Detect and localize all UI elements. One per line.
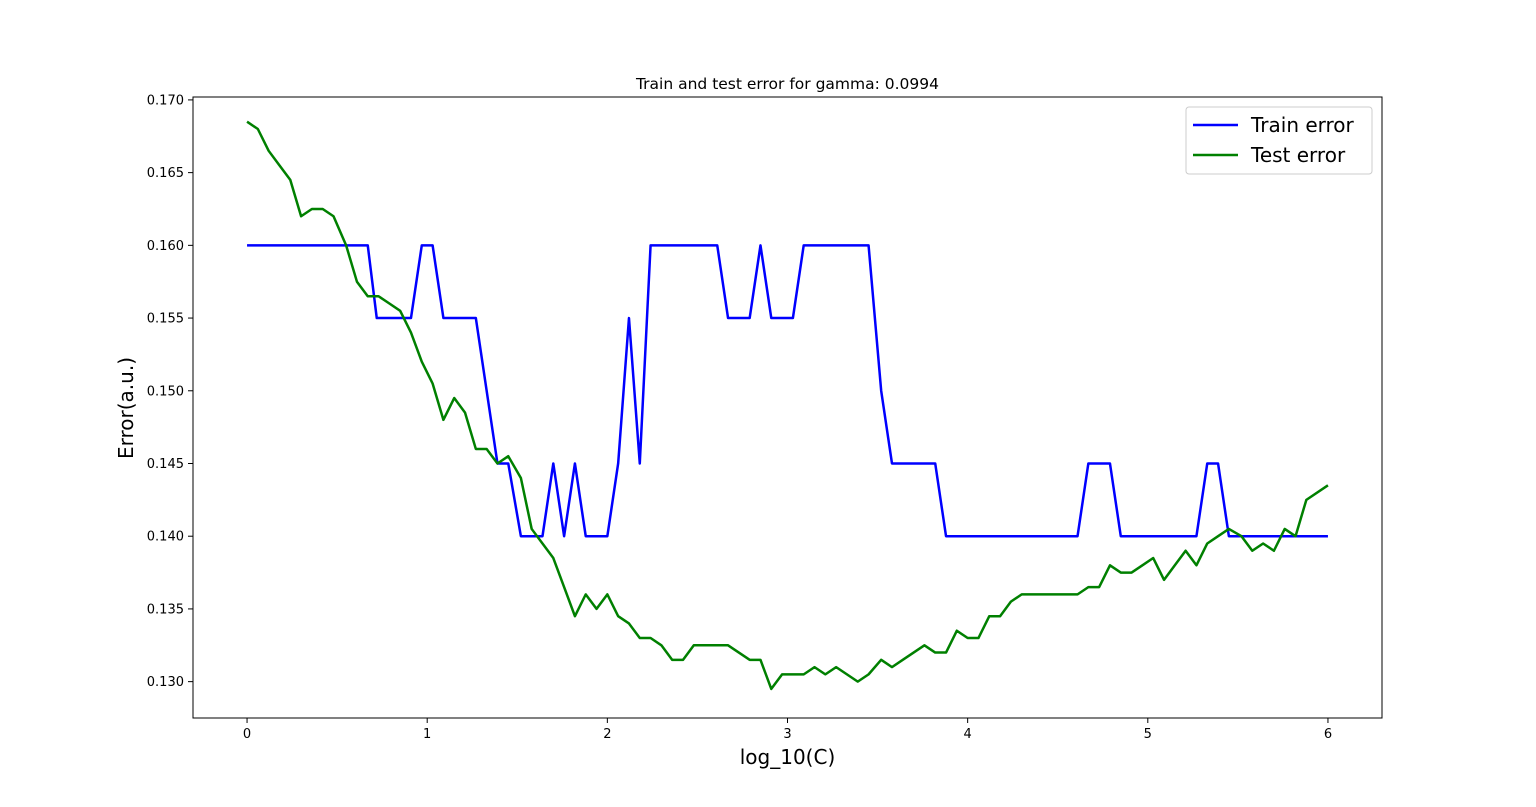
y-tick-label: 0.135 bbox=[147, 602, 184, 617]
x-tick-label: 0 bbox=[243, 727, 251, 742]
chart-title: Train and test error for gamma: 0.0994 bbox=[635, 75, 939, 93]
x-tick-label: 1 bbox=[423, 727, 431, 742]
y-tick-label: 0.140 bbox=[147, 530, 184, 545]
series-line-train-error bbox=[247, 244, 1328, 538]
y-axis-label: Error(a.u.) bbox=[114, 357, 138, 459]
legend-label-train-error: Train error bbox=[1250, 113, 1355, 137]
x-axis: 0 1 2 3 4 5 6 bbox=[243, 718, 1332, 742]
x-axis-label: log_10(C) bbox=[740, 745, 836, 769]
y-tick-label: 0.165 bbox=[147, 166, 184, 181]
series-line-test-error bbox=[246, 120, 1329, 691]
y-tick-label: 0.150 bbox=[147, 384, 184, 399]
series-layer bbox=[246, 120, 1329, 691]
y-axis: 0.130 0.135 0.140 0.145 0.150 0.155 0.160 0.165… bbox=[147, 93, 193, 690]
x-tick-label: 4 bbox=[964, 727, 972, 742]
plot-area bbox=[192, 96, 1383, 719]
y-tick-label: 0.160 bbox=[147, 239, 184, 254]
x-tick-label: 2 bbox=[603, 727, 611, 742]
x-tick-label: 5 bbox=[1144, 727, 1152, 742]
y-tick-label: 0.145 bbox=[147, 457, 184, 472]
legend-label-test-error: Test error bbox=[1250, 143, 1346, 167]
x-tick-label: 6 bbox=[1324, 727, 1332, 742]
y-tick-label: 0.170 bbox=[147, 93, 184, 108]
y-tick-label: 0.130 bbox=[147, 675, 184, 690]
legend: Train error Test error bbox=[1185, 106, 1373, 175]
y-tick-label: 0.155 bbox=[147, 312, 184, 327]
x-tick-label: 3 bbox=[783, 727, 791, 742]
